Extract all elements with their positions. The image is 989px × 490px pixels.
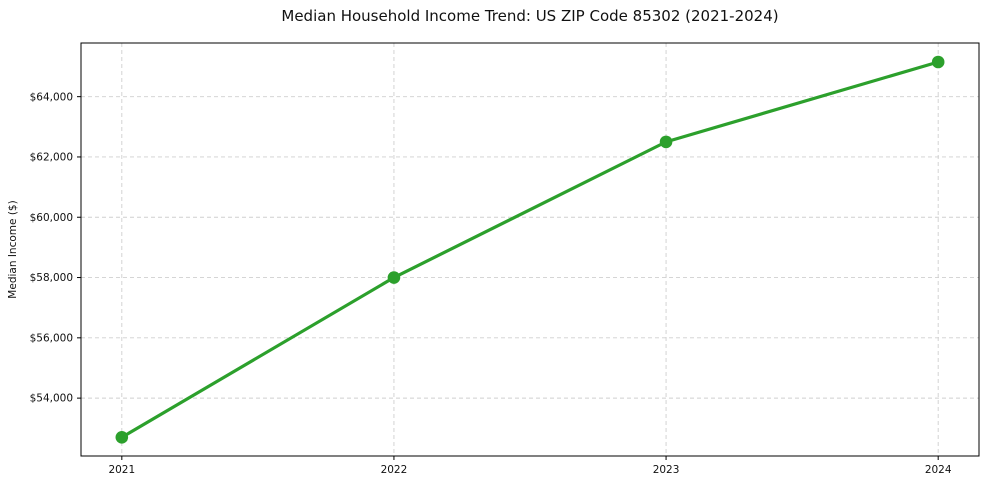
data-point-2022: [387, 271, 401, 284]
trend-line: [120, 60, 940, 439]
y-tick-label: $62,000: [30, 152, 73, 164]
y-tick-label: $64,000: [30, 91, 73, 103]
y-tick-label: $58,000: [30, 272, 73, 284]
x-tick-label: 2024: [925, 464, 952, 476]
x-tick-label: 2022: [381, 464, 408, 476]
y-tick-label: $56,000: [30, 332, 73, 344]
data-point-2023: [659, 135, 673, 149]
chart-title: Median Household Income Trend: US ZIP Co…: [281, 7, 778, 25]
y-axis-label: Median Income ($): [7, 200, 19, 298]
data-point-2021: [115, 431, 129, 444]
y-tick-label: $54,000: [30, 393, 73, 405]
plot-area: 2021 2022 2023 2024 $54,000 $56,000 $58,000 $60…: [30, 42, 980, 476]
x-tick-label: 2023: [653, 464, 680, 476]
data-point-2024: [931, 55, 945, 69]
plot-border: [80, 42, 980, 457]
y-tick-label: $60,000: [30, 212, 73, 224]
x-tick-label: 2021: [108, 464, 135, 476]
